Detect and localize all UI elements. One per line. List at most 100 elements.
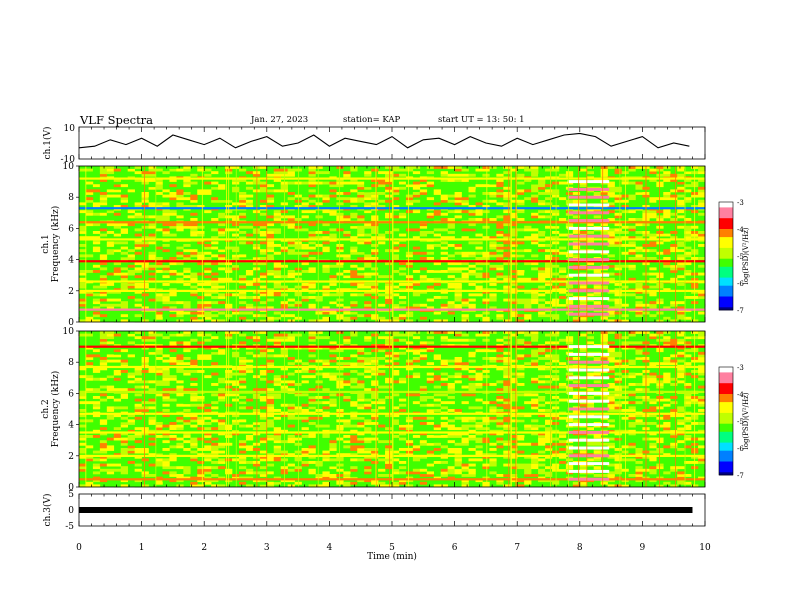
ch2-cell bbox=[385, 331, 393, 334]
ch1-cell bbox=[85, 197, 94, 201]
ch1-cell bbox=[433, 212, 441, 216]
ch2-cell bbox=[343, 346, 351, 350]
ch2-cell bbox=[343, 429, 351, 433]
ch2-cell bbox=[120, 448, 128, 451]
ch2-cell bbox=[350, 432, 358, 436]
ch1-cell bbox=[531, 186, 539, 190]
ch2-cell bbox=[266, 380, 275, 384]
ch2-cell bbox=[531, 466, 539, 470]
ch1-cell bbox=[440, 246, 448, 250]
ch1-cell bbox=[134, 202, 142, 206]
ch2-cell bbox=[392, 466, 400, 470]
ch2-cell bbox=[329, 377, 337, 381]
ch2-cell bbox=[614, 432, 622, 436]
ch1-cell bbox=[684, 199, 692, 203]
ch2-cell bbox=[503, 484, 511, 488]
ch2-cell bbox=[259, 377, 268, 381]
ch2-cell bbox=[482, 333, 490, 337]
ch1-cell bbox=[85, 210, 94, 214]
ch1-cell bbox=[621, 244, 629, 247]
ch2-cell bbox=[551, 375, 560, 379]
ch2-cell bbox=[176, 403, 184, 407]
ch2-cell bbox=[607, 383, 615, 386]
ch2-cell bbox=[197, 453, 205, 457]
ch1-cell bbox=[287, 168, 295, 172]
ch1-cell bbox=[245, 283, 254, 286]
ch1-cell bbox=[364, 184, 372, 188]
ch2-cell bbox=[489, 349, 497, 353]
ch2-cell bbox=[447, 419, 455, 423]
ch2-cell bbox=[482, 401, 490, 405]
ch1-cell bbox=[621, 251, 629, 255]
ch1-cell bbox=[489, 218, 497, 221]
ch1-cell bbox=[621, 314, 629, 318]
ch1-cell bbox=[392, 197, 400, 201]
ch1-cell bbox=[183, 181, 191, 185]
ch2-cell bbox=[148, 463, 156, 467]
ch1-cell bbox=[350, 215, 358, 219]
ch1-cell bbox=[496, 194, 504, 198]
ch1-cell bbox=[392, 306, 400, 310]
ch2-cell bbox=[531, 393, 539, 397]
ch2-cell bbox=[183, 344, 191, 347]
ch1-cell bbox=[614, 223, 622, 227]
ch1-cell bbox=[656, 166, 664, 169]
ch1-cell bbox=[357, 231, 365, 234]
ch1-cell bbox=[607, 181, 615, 185]
ch1-cell bbox=[204, 194, 212, 198]
ch2-cell bbox=[245, 351, 254, 355]
ch1-cell bbox=[670, 189, 678, 193]
ch1-cell bbox=[628, 228, 636, 232]
ch2-cell bbox=[551, 370, 560, 373]
ch1-cell bbox=[162, 228, 170, 232]
ch2-cell bbox=[538, 432, 546, 436]
ch2-cell bbox=[621, 341, 629, 345]
ch1-cell bbox=[517, 166, 525, 169]
ch2-cell bbox=[475, 333, 483, 337]
ch2-cell bbox=[259, 370, 268, 373]
ch1-cell bbox=[579, 285, 588, 289]
ch2-cell bbox=[454, 455, 462, 459]
ch2-cell bbox=[454, 461, 462, 464]
ch1-cell bbox=[558, 181, 567, 185]
ch1-cell bbox=[364, 275, 372, 279]
ch2-cell bbox=[378, 357, 386, 360]
ch2-cell bbox=[155, 370, 163, 373]
ch2-cell bbox=[475, 453, 483, 457]
ch1-cell bbox=[426, 197, 435, 201]
ch2-cell bbox=[371, 388, 379, 392]
ch1-cell bbox=[99, 254, 108, 258]
ch2-cell bbox=[392, 380, 400, 384]
ch2-cell bbox=[628, 346, 636, 350]
ch1-cell bbox=[183, 249, 191, 253]
ch2-cell bbox=[245, 471, 254, 475]
ch1-cell bbox=[106, 171, 115, 175]
ch1-cell bbox=[684, 225, 692, 229]
ch2-cell bbox=[99, 341, 108, 345]
ch1-cell bbox=[565, 285, 574, 289]
ch2-cell bbox=[273, 333, 282, 337]
ch2-cell bbox=[385, 466, 393, 470]
ch2-cell bbox=[454, 359, 462, 363]
ch1-cell bbox=[412, 210, 421, 214]
ch2-cell bbox=[169, 359, 177, 363]
ch1-cell bbox=[545, 267, 553, 271]
ch2-cell bbox=[614, 458, 622, 462]
ch2-cell bbox=[392, 406, 400, 410]
ch1-cell bbox=[259, 223, 268, 227]
ch1-cell bbox=[635, 296, 643, 299]
ch1-cell bbox=[545, 244, 553, 247]
ch1-cell bbox=[169, 290, 177, 294]
ch2-cell bbox=[232, 432, 240, 436]
ch2-cell bbox=[308, 396, 316, 399]
ch2-cell bbox=[385, 463, 393, 467]
ch2-cell bbox=[440, 468, 448, 472]
ch2-cell bbox=[503, 455, 511, 459]
ch2-cell bbox=[385, 346, 393, 350]
ch1-cell bbox=[266, 236, 275, 240]
ch1-cell bbox=[468, 254, 476, 258]
ch2-cell bbox=[176, 380, 184, 384]
ch2-cell bbox=[628, 450, 636, 454]
ch1-cell bbox=[190, 181, 198, 185]
ch1-cell bbox=[545, 303, 553, 307]
